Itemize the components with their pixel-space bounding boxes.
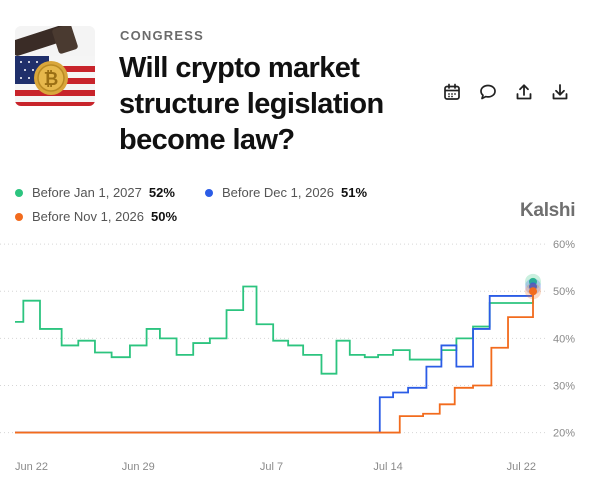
legend-value: 51% xyxy=(341,185,368,200)
y-tick-label: 40% xyxy=(553,333,575,345)
download-icon xyxy=(552,84,568,100)
y-tick-label: 60% xyxy=(553,239,575,251)
series-line-2 xyxy=(15,291,534,434)
svg-text:₿: ₿ xyxy=(44,69,59,90)
bitcoin-flag-gavel-image: ₿ xyxy=(15,26,95,106)
legend-item-nov-2026[interactable]: Before Nov 1, 2026 50% xyxy=(15,209,177,224)
legend-item-jan-2027[interactable]: Before Jan 1, 2027 52% xyxy=(15,185,175,200)
comment-button[interactable] xyxy=(478,82,498,102)
x-tick-label: Jun 22 xyxy=(15,461,48,473)
legend-dot xyxy=(15,188,23,197)
legend-item-dec-2026[interactable]: Before Dec 1, 2026 51% xyxy=(205,185,367,200)
legend-label: Before Dec 1, 2026 xyxy=(222,185,335,200)
series-end-point-2 xyxy=(529,287,538,296)
series-line-1 xyxy=(15,286,534,434)
series-line-0 xyxy=(15,281,534,375)
market-thumbnail: ₿ xyxy=(15,26,95,106)
legend-value: 50% xyxy=(151,209,178,224)
x-tick-label: Jul 14 xyxy=(373,461,402,473)
comment-icon xyxy=(480,84,496,100)
price-history-chart[interactable]: 60% 50% 40% 30% 20% Jun 22 Jun 29 Jul 7 Jul 14 Ju… xyxy=(0,230,604,481)
x-tick-label: Jul 22 xyxy=(507,461,536,473)
calendar-button[interactable] xyxy=(442,82,462,102)
share-icon xyxy=(516,84,532,100)
calendar-icon xyxy=(444,83,460,100)
legend-label: Before Jan 1, 2027 xyxy=(32,185,142,200)
share-button[interactable] xyxy=(514,82,534,102)
market-category: CONGRESS xyxy=(120,28,205,43)
legend-value: 52% xyxy=(148,185,175,200)
x-tick-label: Jul 7 xyxy=(260,461,283,473)
market-actions xyxy=(442,82,570,102)
y-tick-label: 20% xyxy=(553,428,575,440)
kalshi-logo: Kalshi xyxy=(520,200,576,221)
x-tick-label: Jun 29 xyxy=(122,461,155,473)
legend-dot xyxy=(15,212,23,221)
download-button[interactable] xyxy=(550,82,570,102)
legend-dot xyxy=(205,188,213,197)
y-tick-label: 30% xyxy=(553,380,575,392)
legend-label: Before Nov 1, 2026 xyxy=(32,209,145,224)
market-title: Will crypto market structure legislation… xyxy=(119,52,384,156)
y-tick-label: 50% xyxy=(553,286,575,298)
